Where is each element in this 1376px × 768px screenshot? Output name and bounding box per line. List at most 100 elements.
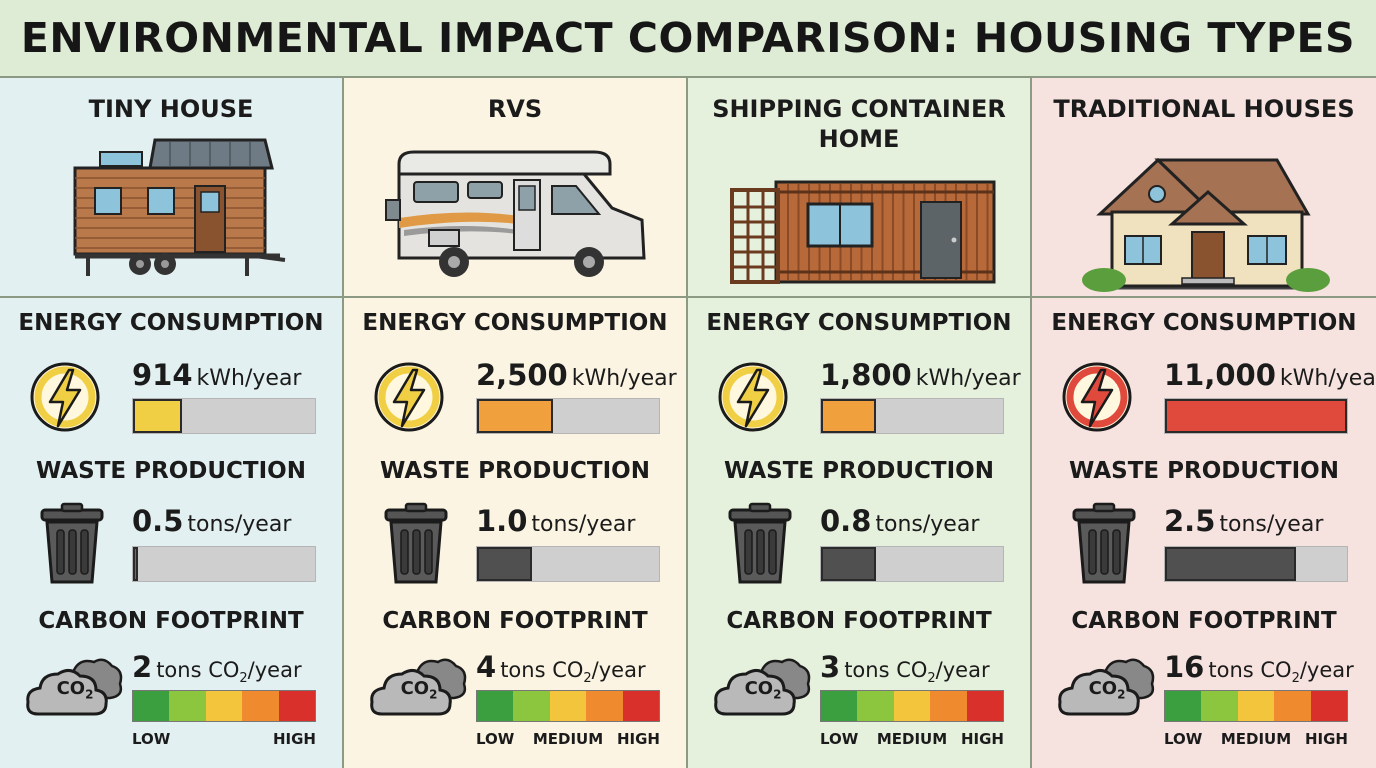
energy-icon-wrap <box>716 360 790 439</box>
column-header: SHIPPING CONTAINER HOME <box>688 78 1030 298</box>
scale-low-label: LOW <box>1164 730 1203 748</box>
carbon-value: 3 tons CO2/year <box>820 650 990 686</box>
energy-value: 914 kWh/year <box>132 358 301 392</box>
scale-high-label: HIGH <box>960 730 1004 748</box>
energy-unit: kWh/year <box>571 366 677 391</box>
carbon-icon-wrap: CO2 <box>1056 656 1156 723</box>
waste-number: 0.5 <box>132 504 184 538</box>
waste-icon-wrap <box>726 502 794 591</box>
energy-section-title: ENERGY CONSUMPTION <box>1051 310 1357 336</box>
carbon-scale-labels: LOW MEDIUM HIGH <box>476 730 660 748</box>
waste-bar-track <box>476 546 660 582</box>
energy-value: 11,000 kWh/year <box>1164 358 1376 392</box>
waste-value: 0.5 tons/year <box>132 504 291 538</box>
carbon-section-title: CARBON FOOTPRINT <box>382 608 648 634</box>
co2-label: CO2 <box>1088 678 1126 702</box>
page-title: ENVIRONMENTAL IMPACT COMPARISON: HOUSING… <box>20 14 1356 62</box>
scale-segment <box>857 691 894 721</box>
co2-label: CO2 <box>744 678 782 702</box>
scale-segment <box>1310 691 1348 721</box>
column-title: RVS <box>487 95 543 123</box>
waste-bar-fill <box>477 547 532 581</box>
scale-segment <box>586 691 623 721</box>
energy-number: 2,500 <box>476 358 568 392</box>
carbon-section-title: CARBON FOOTPRINT <box>38 608 304 634</box>
energy-icon-wrap <box>28 360 102 439</box>
column-title: TRADITIONAL HOUSES <box>1053 95 1355 123</box>
scale-segment <box>966 691 1004 721</box>
co2-label: CO2 <box>56 678 94 702</box>
tiny-house-illustration <box>73 138 286 276</box>
co2-cloud-icon <box>714 658 811 716</box>
waste-bar-fill <box>821 547 876 581</box>
scale-high-label: HIGH <box>1304 730 1348 748</box>
scale-segment <box>242 691 279 721</box>
rv-illustration <box>385 150 646 277</box>
scale-segment <box>205 691 243 721</box>
waste-bar-track <box>820 546 1004 582</box>
scale-low-label: LOW <box>132 730 171 748</box>
lightning-bolt-icon <box>30 362 100 432</box>
energy-unit: kWh/year <box>915 366 1021 391</box>
scale-segment <box>1274 691 1311 721</box>
carbon-scale <box>1164 690 1348 722</box>
carbon-number: 4 <box>476 650 497 684</box>
carbon-number: 3 <box>820 650 841 684</box>
trash-can-icon <box>728 502 792 584</box>
scale-segment <box>1165 691 1202 721</box>
column-rvs: RVS ENERGY CONSUMPTION 2,500 kWh/year WAST… <box>344 78 688 768</box>
comparison-grid: TINY HOUSE ENERGY CONSUMPTION 914 kWh/yea… <box>0 78 1376 768</box>
scale-segment <box>1237 691 1275 721</box>
energy-bar-fill <box>1165 399 1347 433</box>
waste-number: 2.5 <box>1164 504 1216 538</box>
carbon-scale <box>820 690 1004 722</box>
energy-section-title: ENERGY CONSUMPTION <box>18 310 324 336</box>
scale-segment <box>169 691 206 721</box>
carbon-section-title: CARBON FOOTPRINT <box>726 608 992 634</box>
carbon-value: 4 tons CO2/year <box>476 650 646 686</box>
waste-icon-wrap <box>38 502 106 591</box>
energy-icon-wrap <box>372 360 446 439</box>
carbon-section-title: CARBON FOOTPRINT <box>1071 608 1337 634</box>
carbon-number: 2 <box>132 650 153 684</box>
energy-value: 2,500 kWh/year <box>476 358 677 392</box>
waste-unit: tons/year <box>187 512 292 537</box>
traditional-house-illustration <box>1082 157 1330 292</box>
scale-segment <box>893 691 931 721</box>
column-title: SHIPPING CONTAINER HOME <box>712 95 1006 153</box>
energy-bar-fill <box>821 399 876 433</box>
waste-section-title: WASTE PRODUCTION <box>1069 458 1339 484</box>
carbon-scale-labels: LOW HIGH <box>132 730 316 748</box>
scale-segment <box>477 691 514 721</box>
carbon-unit: tons CO2/year <box>1208 658 1354 687</box>
waste-unit: tons/year <box>1219 512 1324 537</box>
waste-value: 2.5 tons/year <box>1164 504 1323 538</box>
energy-bar-track <box>476 398 660 434</box>
energy-number: 914 <box>132 358 193 392</box>
co2-cloud-icon <box>1058 658 1155 716</box>
carbon-scale-labels: LOW MEDIUM HIGH <box>1164 730 1348 748</box>
carbon-scale <box>132 690 316 722</box>
lightning-bolt-icon <box>718 362 788 432</box>
waste-value: 0.8 tons/year <box>820 504 979 538</box>
scale-medium-label: MEDIUM <box>532 730 604 748</box>
waste-section-title: WASTE PRODUCTION <box>380 458 650 484</box>
carbon-scale-labels: LOW MEDIUM HIGH <box>820 730 1004 748</box>
carbon-icon-wrap: CO2 <box>368 656 468 723</box>
column-tiny-house: TINY HOUSE ENERGY CONSUMPTION 914 kWh/yea… <box>0 78 344 768</box>
scale-low-label: LOW <box>476 730 515 748</box>
scale-segment <box>622 691 660 721</box>
column-header: TINY HOUSE <box>0 78 342 298</box>
scale-segment <box>549 691 587 721</box>
waste-bar-fill <box>1165 547 1297 581</box>
energy-unit: kWh/year <box>1279 366 1376 391</box>
waste-bar-fill <box>133 547 139 581</box>
column-header: RVS <box>344 78 686 298</box>
waste-icon-wrap <box>1070 502 1138 591</box>
waste-value: 1.0 tons/year <box>476 504 635 538</box>
carbon-value: 16 tons CO2/year <box>1164 650 1354 686</box>
illustration-box <box>688 152 1030 292</box>
energy-section-title: ENERGY CONSUMPTION <box>706 310 1012 336</box>
column-traditional-houses: TRADITIONAL HOUSES ENERGY CONSUMPTION 11… <box>1032 78 1376 768</box>
carbon-unit: tons CO2/year <box>156 658 302 687</box>
